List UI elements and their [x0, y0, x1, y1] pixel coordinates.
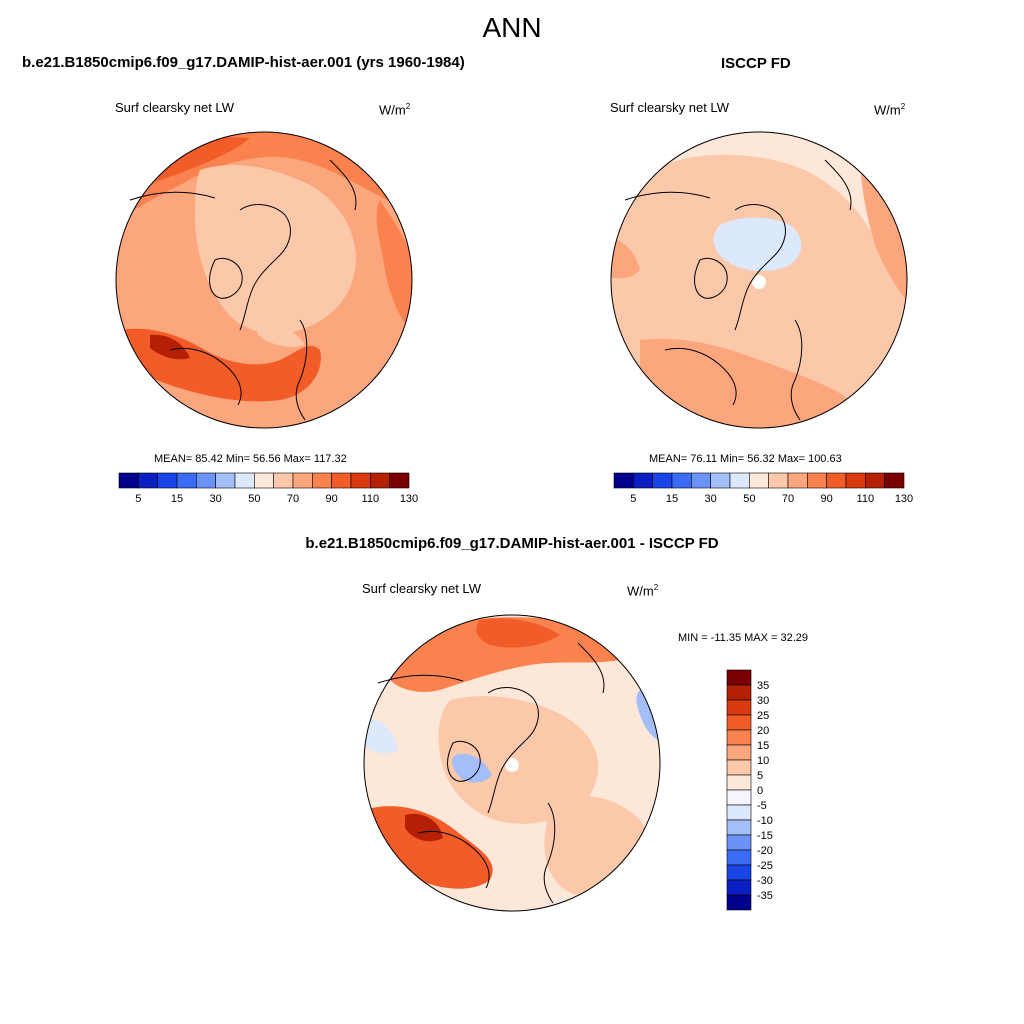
panel2-colorbar-swatch	[710, 472, 731, 489]
panel3-colorbar-swatch	[726, 744, 752, 761]
panel3-colorbar-swatch	[726, 819, 752, 836]
panel3-map	[363, 614, 661, 912]
panel2-colorbar-tick-label: 30	[705, 493, 717, 505]
panel2-colorbar-swatch	[884, 472, 905, 489]
panel1-colorbar-swatch	[234, 472, 255, 489]
panel3-colorbar-swatch	[726, 789, 752, 806]
panel2-title: ISCCP FD	[721, 55, 791, 72]
panel3-colorbar-tick-label: -25	[757, 860, 773, 872]
panel2-colorbar-swatch	[865, 472, 885, 489]
panel3-colorbar-tick-label: 20	[757, 725, 769, 737]
panel2-colorbar-tick-label: 15	[666, 493, 678, 505]
panel2-colorbar-swatch	[749, 472, 769, 489]
panel2-colorbar-swatch	[807, 472, 827, 489]
panel1-stats: MEAN= 85.42 Min= 56.56 Max= 117.32	[154, 453, 347, 465]
panel3-stats: MIN = -11.35 MAX = 32.29	[678, 632, 809, 644]
panel3-colorbar-swatch	[726, 804, 752, 821]
panel3-colorbar-swatch	[726, 834, 752, 851]
panel3-colorbar-tick-label: 10	[757, 755, 769, 767]
panel2-colorbar-swatch	[729, 472, 750, 489]
panel1-colorbar-tick-label: 15	[171, 493, 183, 505]
panel1-colorbar-swatch	[196, 472, 216, 489]
panel3-colorbar-swatch	[726, 714, 752, 731]
panel3-colorbar-swatch	[726, 699, 752, 716]
panel2-colorbar-tick-label: 90	[821, 493, 833, 505]
panel2-colorbar-tick-label: 70	[782, 493, 794, 505]
panel3-colorbar-swatch	[726, 864, 752, 881]
panel2-colorbar-swatch	[826, 472, 847, 489]
panel2-colorbar-tick-label: 110	[857, 493, 875, 505]
panel1-variable-label: Surf clearsky net LW	[115, 100, 234, 115]
panel1-colorbar-swatch	[118, 472, 139, 489]
panel3-colorbar-swatch	[726, 669, 752, 686]
panel1-map	[115, 131, 413, 429]
panel3-colorbar-swatch	[726, 774, 752, 791]
panel1-colorbar-tick-label: 5	[135, 493, 141, 505]
panel2-colorbar: 5 15 30 50 70 90 110 130	[613, 472, 913, 505]
panel3-colorbar-tick-label: -35	[757, 890, 773, 902]
panel2-colorbar-swatch	[787, 472, 808, 489]
panel1-colorbar: 5 15 30 50 70 90 110 130	[118, 472, 418, 505]
panel1-colorbar-swatch	[138, 472, 158, 489]
panel3-title: b.e21.B1850cmip6.f09_g17.DAMIP-hist-aer.…	[305, 535, 719, 552]
panel3-colorbar-tick-label: 0	[757, 785, 763, 797]
panel3-colorbar-tick-label: 35	[757, 680, 769, 692]
panel1-colorbar-tick-label: 110	[362, 493, 380, 505]
panel1-title: b.e21.B1850cmip6.f09_g17.DAMIP-hist-aer.…	[22, 54, 465, 71]
panel1-colorbar-swatch	[254, 472, 274, 489]
panel1-colorbar-tick-label: 70	[287, 493, 299, 505]
panel3-colorbar-swatch	[726, 684, 752, 701]
panel3-colorbar-swatch	[726, 879, 752, 896]
panel3-variable-label: Surf clearsky net LW	[362, 581, 481, 596]
panel3-colorbar-tick-label: 15	[757, 740, 769, 752]
panel2-units: W/m2	[874, 102, 906, 118]
panel2-colorbar-swatch	[845, 472, 866, 489]
panel1-colorbar-swatch	[331, 472, 352, 489]
panel1-colorbar-swatch	[312, 472, 332, 489]
panel3-colorbar-swatch	[726, 729, 752, 746]
panel1-colorbar-tick-label: 90	[326, 493, 338, 505]
panel1-colorbar-tick-label: 30	[210, 493, 222, 505]
panel2-colorbar-tick-label: 130	[895, 493, 913, 505]
panel1-colorbar-swatch	[176, 472, 197, 489]
panel1-colorbar-swatch	[389, 472, 410, 489]
panel2-stats: MEAN= 76.11 Min= 56.32 Max= 100.63	[649, 453, 842, 465]
panel2-map	[610, 131, 908, 429]
panel3-colorbar-tick-label: -30	[757, 875, 773, 887]
panel2-colorbar-tick-label: 5	[630, 493, 636, 505]
panel3-colorbar-tick-label: -5	[757, 800, 767, 812]
panel2-variable-label: Surf clearsky net LW	[610, 100, 729, 115]
panel3-colorbar-tick-label: 30	[757, 695, 769, 707]
panel3-colorbar: 35 30 25 20 15 10 5 0 -5 -10 -15 -20 -25 -30 -35	[726, 669, 773, 911]
panel1-colorbar-tick-label: 50	[248, 493, 260, 505]
panel3-units: W/m2	[627, 583, 659, 599]
panel3-colorbar-swatch	[726, 894, 752, 911]
panel3-colorbar-swatch	[726, 759, 752, 776]
figure-title: ANN	[482, 12, 542, 43]
panel2-colorbar-tick-label: 50	[743, 493, 755, 505]
panel1-colorbar-swatch	[157, 472, 178, 489]
panel2-colorbar-swatch	[613, 472, 634, 489]
panel2-colorbar-swatch	[633, 472, 653, 489]
panel1-colorbar-swatch	[350, 472, 371, 489]
panel3-colorbar-tick-label: -20	[757, 845, 773, 857]
panel3-colorbar-tick-label: 5	[757, 770, 763, 782]
panel1-units: W/m2	[379, 102, 411, 118]
panel3-colorbar-tick-label: 25	[757, 710, 769, 722]
panel3-colorbar-tick-label: -10	[757, 815, 773, 827]
panel3-colorbar-swatch	[726, 849, 752, 866]
panel2-colorbar-swatch	[768, 472, 789, 489]
panel1-colorbar-swatch	[215, 472, 236, 489]
panel2-colorbar-swatch	[691, 472, 711, 489]
panel1-colorbar-swatch	[273, 472, 294, 489]
panel1-colorbar-swatch	[292, 472, 313, 489]
panel2-colorbar-swatch	[671, 472, 692, 489]
panel2-colorbar-swatch	[652, 472, 673, 489]
panel1-colorbar-tick-label: 130	[400, 493, 418, 505]
panel3-colorbar-tick-label: -15	[757, 830, 773, 842]
panel1-colorbar-swatch	[370, 472, 390, 489]
